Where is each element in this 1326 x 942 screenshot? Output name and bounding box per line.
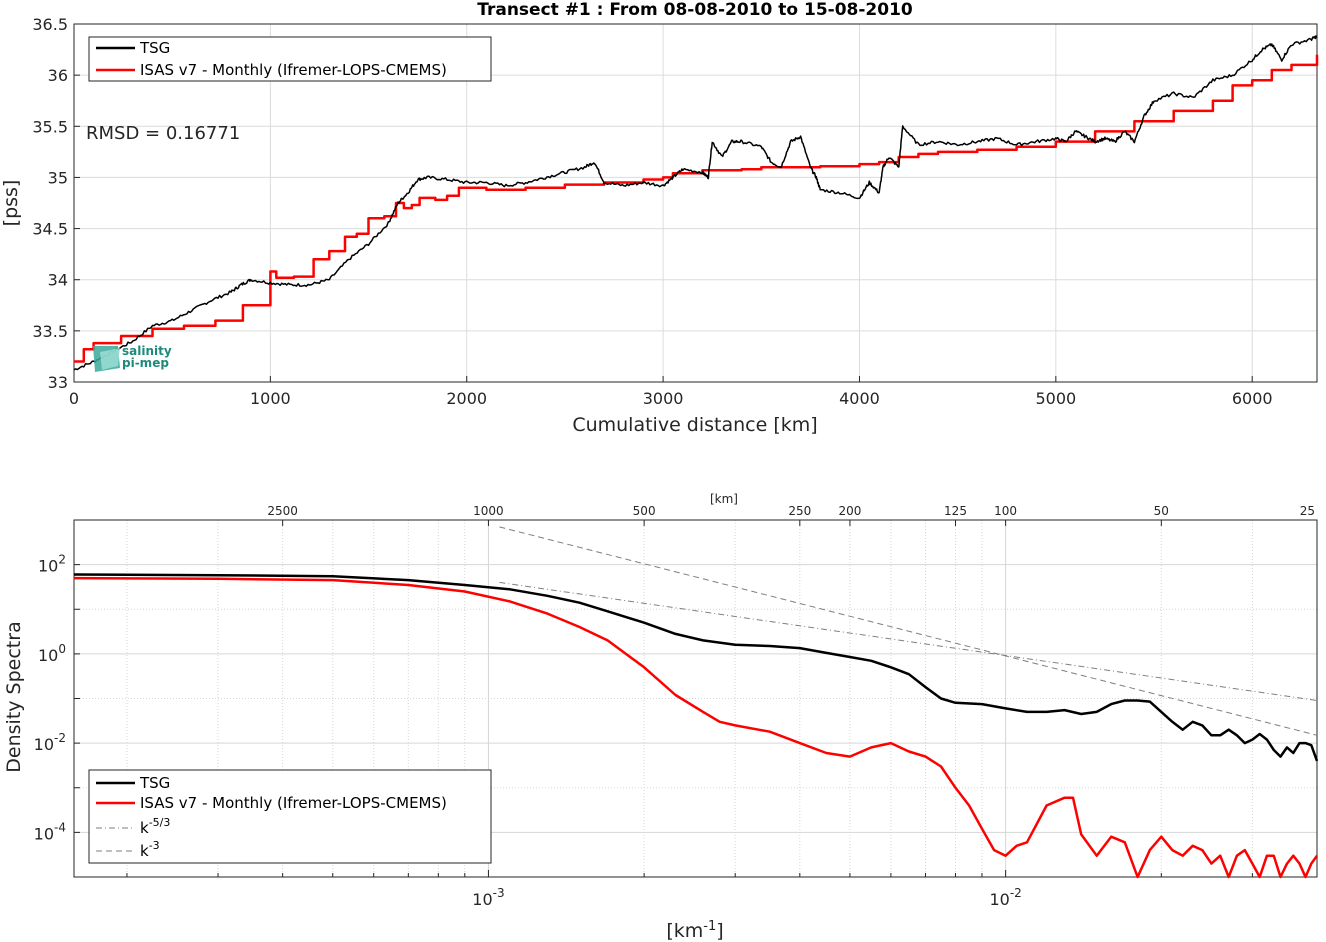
top-series-tsg-line bbox=[73, 35, 1318, 371]
top-xtick-label: 3000 bbox=[643, 389, 684, 408]
bottom-top-tick-label: 250 bbox=[788, 504, 811, 518]
top-ytick-label: 36 bbox=[48, 66, 68, 85]
top-series-isas-line bbox=[74, 54, 1319, 363]
bottom-legend-box bbox=[88, 769, 492, 864]
bottom-plot-top-axis-label: [km] bbox=[710, 492, 738, 506]
logo-text-line1: salinity bbox=[122, 344, 172, 358]
top-ytick-label: 34.5 bbox=[32, 220, 68, 239]
bottom-plot-ticks: 10-4 10-2 100 102 10-3 10-2 2500 1000 500 250 200 1… bbox=[34, 504, 1318, 909]
rmsd-annotation: RMSD = 0.16771 bbox=[86, 123, 240, 144]
top-ytick-label: 35.5 bbox=[32, 117, 68, 136]
bottom-series-tsg-line bbox=[73, 573, 1319, 762]
bottom-legend: TSG ISAS v7 - Monthly (Ifremer-LOPS-CMEM… bbox=[88, 769, 492, 864]
logo-mark-highlight bbox=[100, 348, 120, 370]
top-xtick-label: 4000 bbox=[839, 389, 880, 408]
bottom-ref-k53-line bbox=[499, 581, 1318, 701]
bottom-legend-label-tsg: TSG bbox=[139, 774, 170, 792]
top-plot-xlabel: Cumulative distance [km] bbox=[572, 414, 817, 436]
bottom-series-isas-line bbox=[73, 576, 1319, 879]
bottom-top-tick-label: 2500 bbox=[267, 504, 298, 518]
top-legend-label-isas: ISAS v7 - Monthly (Ifremer-LOPS-CMEMS) bbox=[140, 61, 447, 79]
top-xtick-label: 1000 bbox=[250, 389, 291, 408]
top-plot-frame bbox=[73, 23, 1318, 383]
top-plot-series bbox=[73, 35, 1319, 371]
top-ytick-label: 34 bbox=[48, 271, 68, 290]
top-legend-label-tsg: TSG bbox=[139, 39, 170, 57]
top-plot-ticks: 0 1000 2000 3000 4000 5000 6000 33 33.5 34 34.5 35 3… bbox=[32, 15, 1272, 408]
bottom-top-tick-label: 50 bbox=[1154, 504, 1169, 518]
bottom-top-tick-label: 100 bbox=[994, 504, 1017, 518]
bottom-ref-k3-line bbox=[499, 526, 1318, 736]
bottom-top-tick-label: 500 bbox=[633, 504, 656, 518]
top-ytick-label: 33 bbox=[48, 373, 68, 392]
bottom-legend-label-isas: ISAS v7 - Monthly (Ifremer-LOPS-CMEMS) bbox=[140, 794, 447, 812]
bottom-xtick-label: 10-3 bbox=[472, 886, 504, 909]
bottom-top-tick-label: 200 bbox=[838, 504, 861, 518]
bottom-plot-series bbox=[73, 526, 1319, 879]
top-legend-box bbox=[88, 36, 492, 82]
logo-text-line2: pi-mep bbox=[122, 356, 169, 370]
bottom-ytick-label: 10-4 bbox=[34, 820, 66, 843]
salinity-pimep-logo: salinity pi-mep bbox=[93, 344, 172, 372]
bottom-ytick-label: 10-2 bbox=[34, 731, 66, 754]
top-xtick-label: 6000 bbox=[1232, 389, 1273, 408]
top-ytick-label: 36.5 bbox=[32, 15, 68, 34]
bottom-plot-xlabel: [km-1] bbox=[666, 919, 723, 942]
top-xtick-label: 2000 bbox=[446, 389, 487, 408]
bottom-ytick-label: 102 bbox=[38, 553, 66, 576]
top-ytick-label: 33.5 bbox=[32, 322, 68, 341]
top-legend: TSG ISAS v7 - Monthly (Ifremer-LOPS-CMEM… bbox=[88, 36, 492, 82]
top-plot-ylabel: [pss] bbox=[0, 180, 22, 227]
top-xtick-label: 0 bbox=[69, 389, 79, 408]
top-plot-title: Transect #1 : From 08-08-2010 to 15-08-2… bbox=[477, 0, 913, 20]
bottom-top-tick-label: 25 bbox=[1300, 504, 1315, 518]
bottom-top-tick-label: 125 bbox=[944, 504, 967, 518]
bottom-top-tick-label: 1000 bbox=[473, 504, 504, 518]
bottom-xtick-label: 10-2 bbox=[989, 886, 1021, 909]
top-ytick-label: 35 bbox=[48, 168, 68, 187]
bottom-ytick-label: 100 bbox=[38, 642, 66, 665]
top-xtick-label: 5000 bbox=[1035, 389, 1076, 408]
bottom-plot-ylabel: Density Spectra bbox=[3, 621, 25, 772]
